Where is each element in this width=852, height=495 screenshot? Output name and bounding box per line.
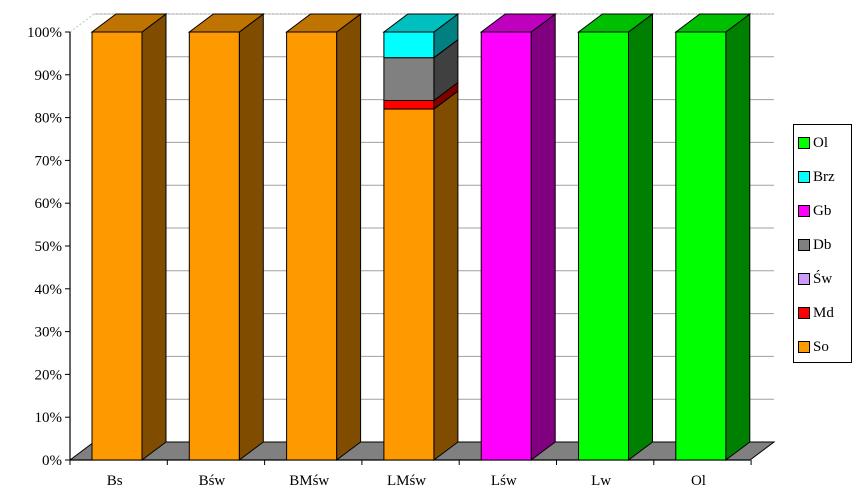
bar-segment bbox=[91, 31, 143, 461]
bar-segment bbox=[383, 57, 435, 101]
bar-side bbox=[530, 13, 556, 461]
bar-top bbox=[674, 13, 752, 33]
bar-side bbox=[238, 12, 264, 462]
legend-item: Md bbox=[798, 303, 834, 323]
bar-top bbox=[382, 13, 460, 33]
y-tick-label: 50% bbox=[35, 239, 63, 255]
legend-label: So bbox=[813, 338, 829, 355]
bar-segment bbox=[383, 108, 435, 461]
wall-side-edge bbox=[69, 13, 95, 33]
bar-segment bbox=[675, 31, 727, 461]
bar-segment bbox=[383, 99, 435, 110]
x-tick-label: BMśw bbox=[289, 473, 329, 489]
bar-top bbox=[285, 13, 363, 33]
legend-swatch bbox=[798, 239, 810, 251]
y-tick-label: 30% bbox=[35, 325, 63, 341]
legend-swatch bbox=[798, 137, 810, 149]
x-tick-label: Bśw bbox=[199, 473, 226, 489]
bar-top bbox=[90, 13, 168, 33]
legend-swatch bbox=[798, 205, 810, 217]
bar-segment bbox=[286, 31, 338, 461]
chart-legend: Ol Brz Gb Db Św Md So bbox=[793, 124, 852, 363]
legend-item: Ol bbox=[798, 133, 828, 153]
legend-label: Gb bbox=[813, 202, 832, 219]
legend-swatch bbox=[798, 273, 810, 285]
bar-side bbox=[725, 13, 751, 461]
bar-side bbox=[141, 13, 167, 461]
legend-item: Gb bbox=[798, 201, 831, 221]
bar-segment bbox=[383, 31, 435, 59]
legend-label: Ol bbox=[813, 134, 828, 151]
legend-label: Św bbox=[813, 270, 833, 287]
x-tick-label: Ol bbox=[691, 473, 706, 489]
legend-item: Db bbox=[798, 235, 831, 255]
bar-side bbox=[433, 90, 459, 461]
legend-item: So bbox=[798, 337, 829, 357]
bar-side bbox=[336, 13, 362, 461]
bar-segment bbox=[480, 31, 532, 461]
y-tick-label: 70% bbox=[35, 153, 63, 169]
bar-segment bbox=[578, 31, 629, 461]
legend-item: Brz bbox=[798, 167, 835, 187]
y-tick-label: 20% bbox=[35, 367, 63, 383]
legend-label: Brz bbox=[813, 168, 835, 185]
y-tick-label: 40% bbox=[35, 282, 63, 298]
bar-segment bbox=[188, 31, 240, 461]
y-tick-label: 90% bbox=[35, 68, 63, 84]
legend-swatch bbox=[798, 307, 810, 319]
bar-side bbox=[628, 13, 653, 461]
legend-swatch bbox=[798, 171, 810, 183]
legend-label: Md bbox=[813, 304, 834, 321]
legend-swatch bbox=[798, 341, 810, 353]
y-tick-label: 0% bbox=[42, 453, 62, 469]
legend-item: Św bbox=[798, 269, 832, 289]
y-tick-label: 10% bbox=[35, 410, 63, 426]
bar-top bbox=[479, 13, 557, 33]
y-tick-label: 60% bbox=[35, 196, 63, 212]
x-tick-label: LMśw bbox=[387, 473, 426, 489]
x-tick-label: Lw bbox=[591, 473, 611, 489]
bar-top bbox=[577, 13, 654, 33]
legend-label: Db bbox=[813, 236, 832, 253]
y-tick-label: 80% bbox=[35, 111, 63, 127]
bar-top bbox=[187, 13, 265, 33]
x-tick-label: Bs bbox=[107, 473, 123, 489]
y-tick-label: 100% bbox=[27, 25, 62, 41]
x-tick-label: Lśw bbox=[491, 473, 517, 489]
